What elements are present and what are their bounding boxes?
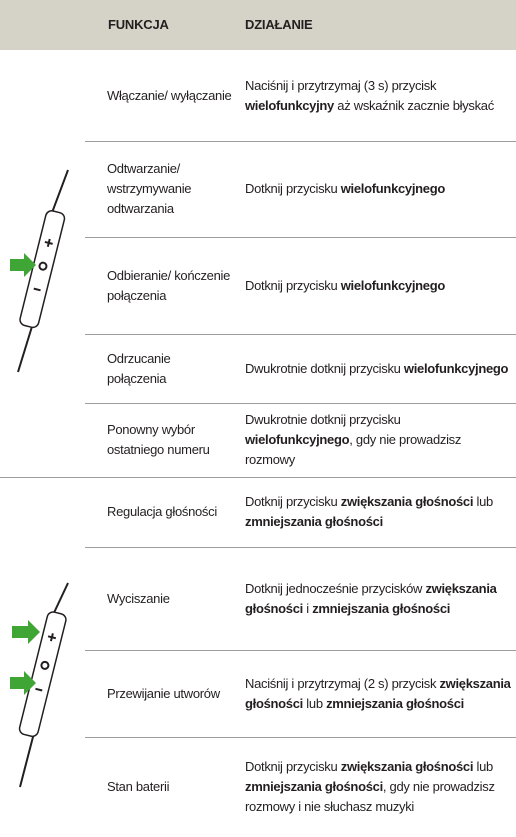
table-row: Odbieranie/ kończenie połączenia Dotknij … — [85, 237, 516, 334]
action-bold: zwiększania głośności — [245, 675, 511, 711]
action-text: Naciśnij i przytrzymaj (3 s) przycisk wi… — [245, 76, 511, 116]
row-separator — [0, 477, 516, 478]
function-cell: Odtwarzanie/ wstrzymywanie odtwarzania — [107, 141, 232, 237]
action-plain: aż wskaźnik zacznie błyskać — [334, 97, 494, 113]
function-cell: Odrzucanie połączenia — [107, 334, 232, 403]
row-separator — [85, 650, 516, 651]
action-plain: lub — [473, 494, 493, 509]
table-row: Odtwarzanie/ wstrzymywanie odtwarzania Do… — [85, 141, 516, 237]
header-function: FUNKCJA — [108, 17, 169, 32]
action-plain: Dotknij przycisku — [245, 759, 341, 774]
action-cell: Naciśnij i przytrzymaj (2 s) przycisk zw… — [245, 650, 511, 737]
action-cell: Dotknij przycisku wielofunkcyjnego — [245, 237, 511, 334]
function-cell: Ponowny wybór ostatniego numeru — [107, 403, 232, 477]
action-bold: wielofunkcyjnego — [340, 181, 446, 196]
action-bold: zwiększania głośności — [340, 759, 474, 774]
action-bold: zmniejszania głośności — [326, 695, 464, 711]
function-cell: Włączanie/ wyłączanie — [107, 50, 232, 141]
remote-multifunction — [10, 169, 69, 373]
function-text: Odbieranie/ kończenie połączenia — [107, 267, 231, 303]
action-text: Naciśnij i przytrzymaj (2 s) przycisk zw… — [245, 674, 511, 714]
action-plain: Dwukrotnie dotknij przycisku — [245, 412, 401, 427]
function-cell: Odbieranie/ kończenie połączenia — [107, 237, 232, 334]
action-bold: zmniejszania głośności — [312, 600, 451, 616]
table-row: Odrzucanie połączenia Dwukrotnie dotknij … — [85, 334, 516, 403]
table-row: Przewijanie utworów Naciśnij i przytrzyma… — [85, 650, 516, 737]
action-cell: Naciśnij i przytrzymaj (3 s) przycisk wi… — [245, 50, 511, 141]
header-action: DZIAŁANIE — [245, 17, 313, 32]
action-plain: Naciśnij i przytrzymaj (2 s) przycisk — [245, 675, 440, 691]
function-text: Regulacja głośności — [107, 504, 217, 519]
function-text: Ponowny wybór ostatniego numeru — [107, 422, 210, 457]
row-separator — [85, 737, 516, 738]
table-row: Ponowny wybór ostatniego numeru Dwukrotni… — [85, 403, 516, 477]
table-row: Stan baterii Dotknij przycisku zwiększani… — [85, 737, 516, 837]
action-bold: wielofunkcyjnego — [245, 432, 350, 447]
action-text: Dotknij przycisku zwiększania głośności … — [245, 757, 511, 817]
table-row: Regulacja głośności Dotknij przycisku zwi… — [85, 477, 516, 547]
action-bold: zmniejszania głośności — [245, 779, 383, 794]
table-row: Włączanie/ wyłączanie Naciśnij i przytrzy… — [85, 50, 516, 141]
remote-volume — [10, 582, 69, 788]
action-cell: Dotknij przycisku zwiększania głośności … — [245, 737, 511, 837]
action-plain: lub — [473, 759, 493, 774]
function-cell: Przewijanie utworów — [107, 650, 232, 737]
action-text: Dwukrotnie dotknij przycisku wielofunkcy… — [245, 410, 511, 470]
action-plain: Dotknij jednocześnie przycisków — [245, 580, 426, 596]
table-header: FUNKCJA DZIAŁANIE — [0, 0, 516, 50]
action-plain: Dotknij przycisku — [245, 181, 341, 196]
action-plain: Dotknij przycisku — [245, 494, 341, 509]
row-separator — [85, 334, 516, 335]
action-text: Dotknij jednocześnie przycisków zwiększa… — [245, 579, 511, 619]
action-bold: wielofunkcyjnego — [403, 360, 509, 376]
action-plain: , gdy nie prowadzisz rozmowy — [245, 432, 462, 467]
function-cell: Stan baterii — [107, 737, 232, 837]
action-bold: wielofunkcyjnego — [340, 277, 446, 293]
action-plain: lub — [302, 695, 327, 711]
action-cell: Dwukrotnie dotknij przycisku wielofunkcy… — [245, 334, 511, 403]
row-separator — [85, 237, 516, 238]
action-cell: Dotknij przycisku zwiększania głośności … — [245, 477, 511, 547]
action-bold: wielofunkcyjny — [245, 97, 334, 113]
action-bold: zwiększania głośności — [245, 580, 497, 616]
function-text: Wyciszanie — [107, 590, 170, 606]
row-separator — [85, 547, 516, 548]
action-text: Dotknij przycisku zwiększania głośności … — [245, 492, 511, 532]
function-text: Odtwarzanie/ wstrzymywanie odtwarzania — [107, 161, 192, 216]
function-text: Odrzucanie połączenia — [107, 350, 171, 386]
function-cell: Wyciszanie — [107, 547, 232, 650]
action-text: Dwukrotnie dotknij przycisku wielofunkcy… — [245, 359, 509, 379]
action-plain: Naciśnij i przytrzymaj (3 s) przycisk — [245, 77, 437, 93]
function-text: Przewijanie utworów — [107, 685, 220, 701]
action-bold: zwiększania głośności — [340, 494, 474, 509]
action-text: Dotknij przycisku wielofunkcyjnego — [245, 179, 445, 199]
table-row: Wyciszanie Dotknij jednocześnie przyciskó… — [85, 547, 516, 650]
action-cell: Dotknij jednocześnie przycisków zwiększa… — [245, 547, 511, 650]
action-cell: Dwukrotnie dotknij przycisku wielofunkcy… — [245, 403, 511, 477]
function-text: Włączanie/ wyłączanie — [107, 87, 232, 103]
action-plain: Dotknij przycisku — [245, 277, 341, 293]
action-bold: zmniejszania głośności — [245, 514, 383, 529]
action-text: Dotknij przycisku wielofunkcyjnego — [245, 276, 445, 296]
action-cell: Dotknij przycisku wielofunkcyjnego — [245, 141, 511, 237]
row-separator — [85, 403, 516, 404]
function-cell: Regulacja głośności — [107, 477, 232, 547]
action-plain: i — [302, 600, 313, 616]
function-text: Stan baterii — [107, 779, 170, 794]
action-plain: , gdy nie prowadzisz rozmowy i nie słuch… — [245, 779, 495, 814]
row-separator — [85, 141, 516, 142]
action-plain: Dwukrotnie dotknij przycisku — [245, 360, 404, 376]
